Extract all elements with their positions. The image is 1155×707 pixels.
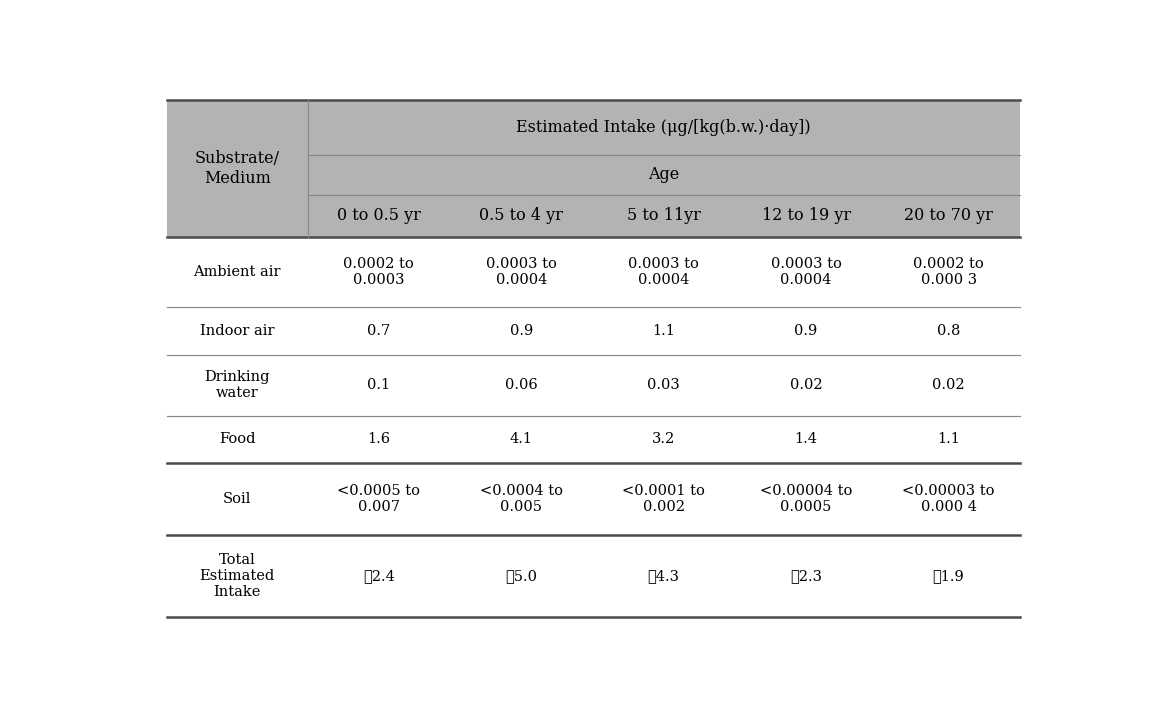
Text: 0.02: 0.02 — [790, 378, 822, 392]
Text: 0.8: 0.8 — [937, 324, 960, 338]
Text: <0.0005 to
0.007: <0.0005 to 0.007 — [337, 484, 420, 514]
Bar — [166, 100, 1020, 237]
Text: 4.1: 4.1 — [509, 433, 532, 446]
Text: 0.0003 to
0.0004: 0.0003 to 0.0004 — [770, 257, 842, 287]
Text: 0.1: 0.1 — [367, 378, 390, 392]
Text: 1.1: 1.1 — [653, 324, 675, 338]
Text: ≲5.0: ≲5.0 — [505, 569, 537, 583]
Text: Ambient air: Ambient air — [193, 265, 281, 279]
Text: ≲1.9: ≲1.9 — [933, 569, 964, 583]
Text: ≲4.3: ≲4.3 — [648, 569, 679, 583]
Text: Age: Age — [648, 166, 679, 183]
Text: 0.5 to 4 yr: 0.5 to 4 yr — [479, 207, 564, 224]
Text: 0.7: 0.7 — [367, 324, 390, 338]
Text: 0.06: 0.06 — [505, 378, 537, 392]
Text: 20 to 70 yr: 20 to 70 yr — [904, 207, 993, 224]
Text: Food: Food — [219, 433, 255, 446]
Text: 1.1: 1.1 — [937, 433, 960, 446]
Text: Substrate/
Medium: Substrate/ Medium — [195, 151, 280, 187]
Text: Total
Estimated
Intake: Total Estimated Intake — [200, 553, 275, 600]
Text: ≲2.3: ≲2.3 — [790, 569, 822, 583]
Text: 0.0003 to
0.0004: 0.0003 to 0.0004 — [628, 257, 699, 287]
Text: 0.9: 0.9 — [795, 324, 818, 338]
Text: Soil: Soil — [223, 492, 252, 506]
Text: Estimated Intake (μg/[kg(b.w.)·day]): Estimated Intake (μg/[kg(b.w.)·day]) — [516, 119, 811, 136]
Text: 1.4: 1.4 — [795, 433, 818, 446]
Text: <0.0001 to
0.002: <0.0001 to 0.002 — [623, 484, 705, 514]
Text: 0.0003 to
0.0004: 0.0003 to 0.0004 — [486, 257, 557, 287]
Text: ≲2.4: ≲2.4 — [363, 569, 395, 583]
Text: Indoor air: Indoor air — [200, 324, 275, 338]
Text: 0.0002 to
0.0003: 0.0002 to 0.0003 — [343, 257, 415, 287]
Text: <0.00003 to
0.000 4: <0.00003 to 0.000 4 — [902, 484, 994, 514]
Text: Drinking
water: Drinking water — [204, 370, 270, 400]
Text: 5 to 11yr: 5 to 11yr — [627, 207, 701, 224]
Text: 0 to 0.5 yr: 0 to 0.5 yr — [337, 207, 420, 224]
Text: 0.03: 0.03 — [647, 378, 680, 392]
Text: 0.0002 to
0.000 3: 0.0002 to 0.000 3 — [914, 257, 984, 287]
Text: 3.2: 3.2 — [653, 433, 676, 446]
Text: 0.9: 0.9 — [509, 324, 532, 338]
Bar — [166, 237, 1020, 617]
Text: 12 to 19 yr: 12 to 19 yr — [761, 207, 851, 224]
Text: 1.6: 1.6 — [367, 433, 390, 446]
Text: <0.00004 to
0.0005: <0.00004 to 0.0005 — [760, 484, 852, 514]
Text: <0.0004 to
0.005: <0.0004 to 0.005 — [479, 484, 562, 514]
Text: 0.02: 0.02 — [932, 378, 964, 392]
